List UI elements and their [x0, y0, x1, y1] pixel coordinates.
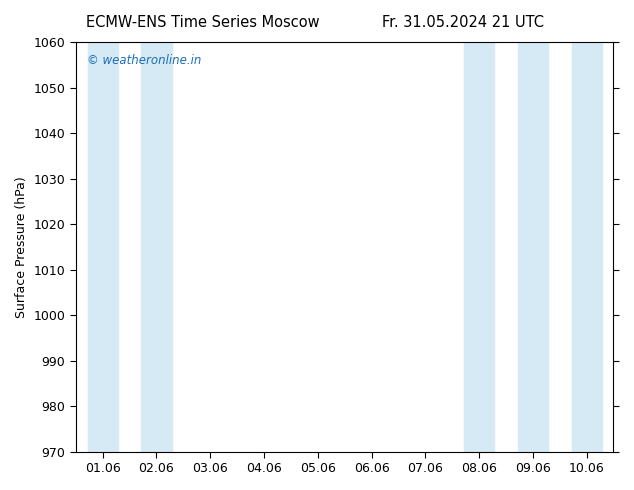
Bar	[571, 42, 602, 452]
Bar	[87, 42, 118, 452]
Text: Fr. 31.05.2024 21 UTC: Fr. 31.05.2024 21 UTC	[382, 15, 544, 30]
Text: ECMW-ENS Time Series Moscow: ECMW-ENS Time Series Moscow	[86, 15, 320, 30]
Y-axis label: Surface Pressure (hPa): Surface Pressure (hPa)	[15, 176, 28, 318]
Bar	[464, 42, 494, 452]
Text: © weatheronline.in: © weatheronline.in	[87, 54, 201, 67]
Bar	[141, 42, 172, 452]
Bar	[518, 42, 548, 452]
